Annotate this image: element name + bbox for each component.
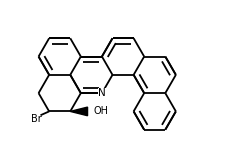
Text: Br: Br <box>31 114 42 124</box>
Text: OH: OH <box>93 106 108 116</box>
Polygon shape <box>70 107 88 116</box>
Text: N: N <box>98 88 106 98</box>
